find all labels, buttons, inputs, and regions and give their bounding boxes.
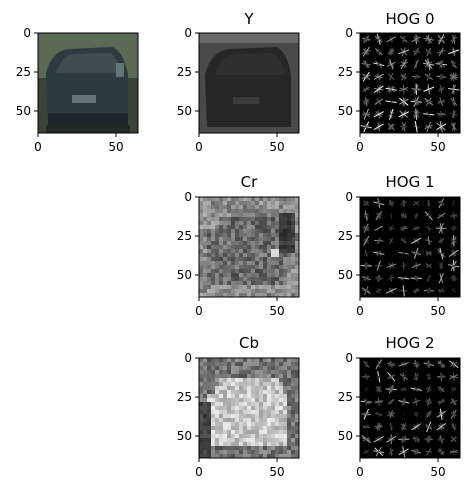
xtick-label: 0 [195,465,203,479]
xtick-label: 0 [356,465,364,479]
panel-hog-0: HOG 0 0 25 50 0 50 [338,10,461,154]
image-hog-1 [360,197,460,297]
xtick-label: 0 [356,304,364,318]
ytick-label: 0 [184,190,192,204]
panel-hog-2: HOG 2 0 25 50 0 50 [338,334,461,479]
image-cb [199,358,299,458]
ytick-label: 50 [177,429,192,443]
panel-original: 0 25 50 0 50 [16,26,139,154]
xtick-label: 50 [269,465,284,479]
axes-frame [198,196,300,298]
xtick-label: 0 [195,304,203,318]
ytick-label: 0 [345,190,353,204]
ticks-hog-1: 0 25 50 0 50 [338,190,446,318]
panel-title: HOG 2 [385,334,434,352]
panel-title: Cb [239,334,259,352]
panel-hog-1: HOG 1 0 25 50 0 50 [338,173,461,318]
ytick-label: 0 [345,26,353,40]
panel-cb: Cb 0 25 50 0 50 [177,334,300,479]
ytick-label: 0 [184,351,192,365]
ticks-cb: 0 25 50 0 50 [177,351,285,479]
xtick-label: 50 [108,140,123,154]
xtick-label: 0 [356,140,364,154]
image-hog-2 [360,358,460,458]
ytick-label: 25 [177,390,192,404]
xtick-label: 0 [34,140,42,154]
panel-y: Y 0 25 50 0 50 [177,10,300,154]
axes-frame [198,357,300,459]
panel-title: HOG 1 [385,173,434,191]
ytick-label: 50 [16,104,31,118]
xtick-label: 50 [430,304,445,318]
ticks-hog-2: 0 25 50 0 50 [338,351,446,479]
image-original [38,33,138,133]
ytick-label: 25 [338,229,353,243]
ytick-label: 25 [338,65,353,79]
ytick-label: 25 [177,65,192,79]
image-y [199,33,299,133]
axes-frame [359,32,461,134]
ticks-y: 0 25 50 0 50 [177,26,285,154]
ytick-label: 0 [345,351,353,365]
xtick-label: 50 [430,140,445,154]
panel-title: Cr [241,173,258,191]
axes-frame [359,357,461,459]
ytick-label: 0 [184,26,192,40]
image-cr [199,197,299,297]
ticks-original: 0 25 50 0 50 [16,26,124,154]
axes-frame [198,32,300,134]
panel-cr: Cr 0 25 50 0 50 [177,173,300,318]
axes-frame [37,32,139,134]
xtick-label: 50 [269,304,284,318]
xtick-label: 50 [430,465,445,479]
ytick-label: 0 [23,26,31,40]
axes-frame [359,196,461,298]
ticks-hog-0: 0 25 50 0 50 [338,26,446,154]
ytick-label: 50 [338,104,353,118]
ytick-label: 50 [338,429,353,443]
ytick-label: 50 [177,104,192,118]
xtick-label: 0 [195,140,203,154]
ytick-label: 25 [177,229,192,243]
ytick-label: 25 [16,65,31,79]
image-hog-0 [360,33,460,133]
panel-title: HOG 0 [385,10,434,28]
panel-title: Y [243,10,254,28]
ticks-cr: 0 25 50 0 50 [177,190,285,318]
ytick-label: 50 [338,268,353,282]
ytick-label: 50 [177,268,192,282]
xtick-label: 50 [269,140,284,154]
ytick-label: 25 [338,390,353,404]
